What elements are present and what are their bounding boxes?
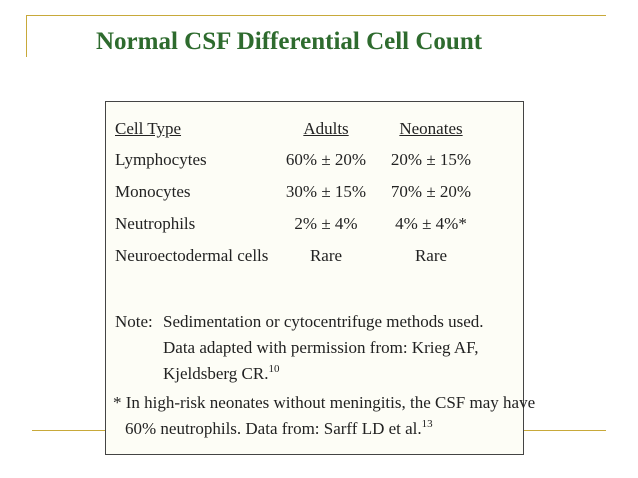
row-neuroectodermal-type: Neuroectodermal cells [115,246,269,265]
row-lymphocytes-neonates: 20% ± 15% [390,150,472,169]
footnote-line-2: 60% neutrophils. Data from: Sarff LD et … [125,419,433,439]
note-line-3: Kjeldsberg CR.10 [163,364,279,384]
footnote-line-2-text: 60% neutrophils. Data from: Sarff LD et … [125,419,422,438]
row-monocytes-type: Monocytes [115,182,191,201]
row-neuroectodermal-adults: Rare [309,246,343,265]
footnote-line-1: * In high-risk neonates without meningit… [113,393,536,412]
row-lymphocytes-type: Lymphocytes [115,150,207,169]
row-neutrophils-neonates: 4% ± 4%* [395,214,467,233]
row-monocytes-adults: 30% ± 15% [285,182,367,201]
header-neonates: Neonates [399,119,463,138]
csf-table-card: Cell Type Adults Neonates Lymphocytes 60… [105,101,535,455]
left-accent-line [26,15,27,57]
row-neutrophils-type: Neutrophils [115,214,196,233]
note-line-1: Sedimentation or cytocentrifuge methods … [163,312,484,331]
row-neutrophils-adults: 2% ± 4% [294,214,358,233]
footnote-line-2-ref: 13 [421,418,433,430]
note-line-2: Data adapted with permission from: Krieg… [163,338,479,357]
slide-title: Normal CSF Differential Cell Count [96,28,483,55]
header-adults: Adults [303,119,349,138]
note-line-3-text: Kjeldsberg CR. [163,364,269,383]
bottom-accent-line-left [32,430,105,431]
bottom-accent-line-right [524,430,606,431]
row-monocytes-neonates: 70% ± 20% [390,182,472,201]
row-lymphocytes-adults: 60% ± 20% [285,150,367,169]
note-label: Note: [115,312,153,331]
row-neuroectodermal-neonates: Rare [414,246,448,265]
top-accent-line [26,15,606,16]
header-cell-type: Cell Type [115,119,182,138]
note-line-3-ref: 10 [268,363,280,375]
